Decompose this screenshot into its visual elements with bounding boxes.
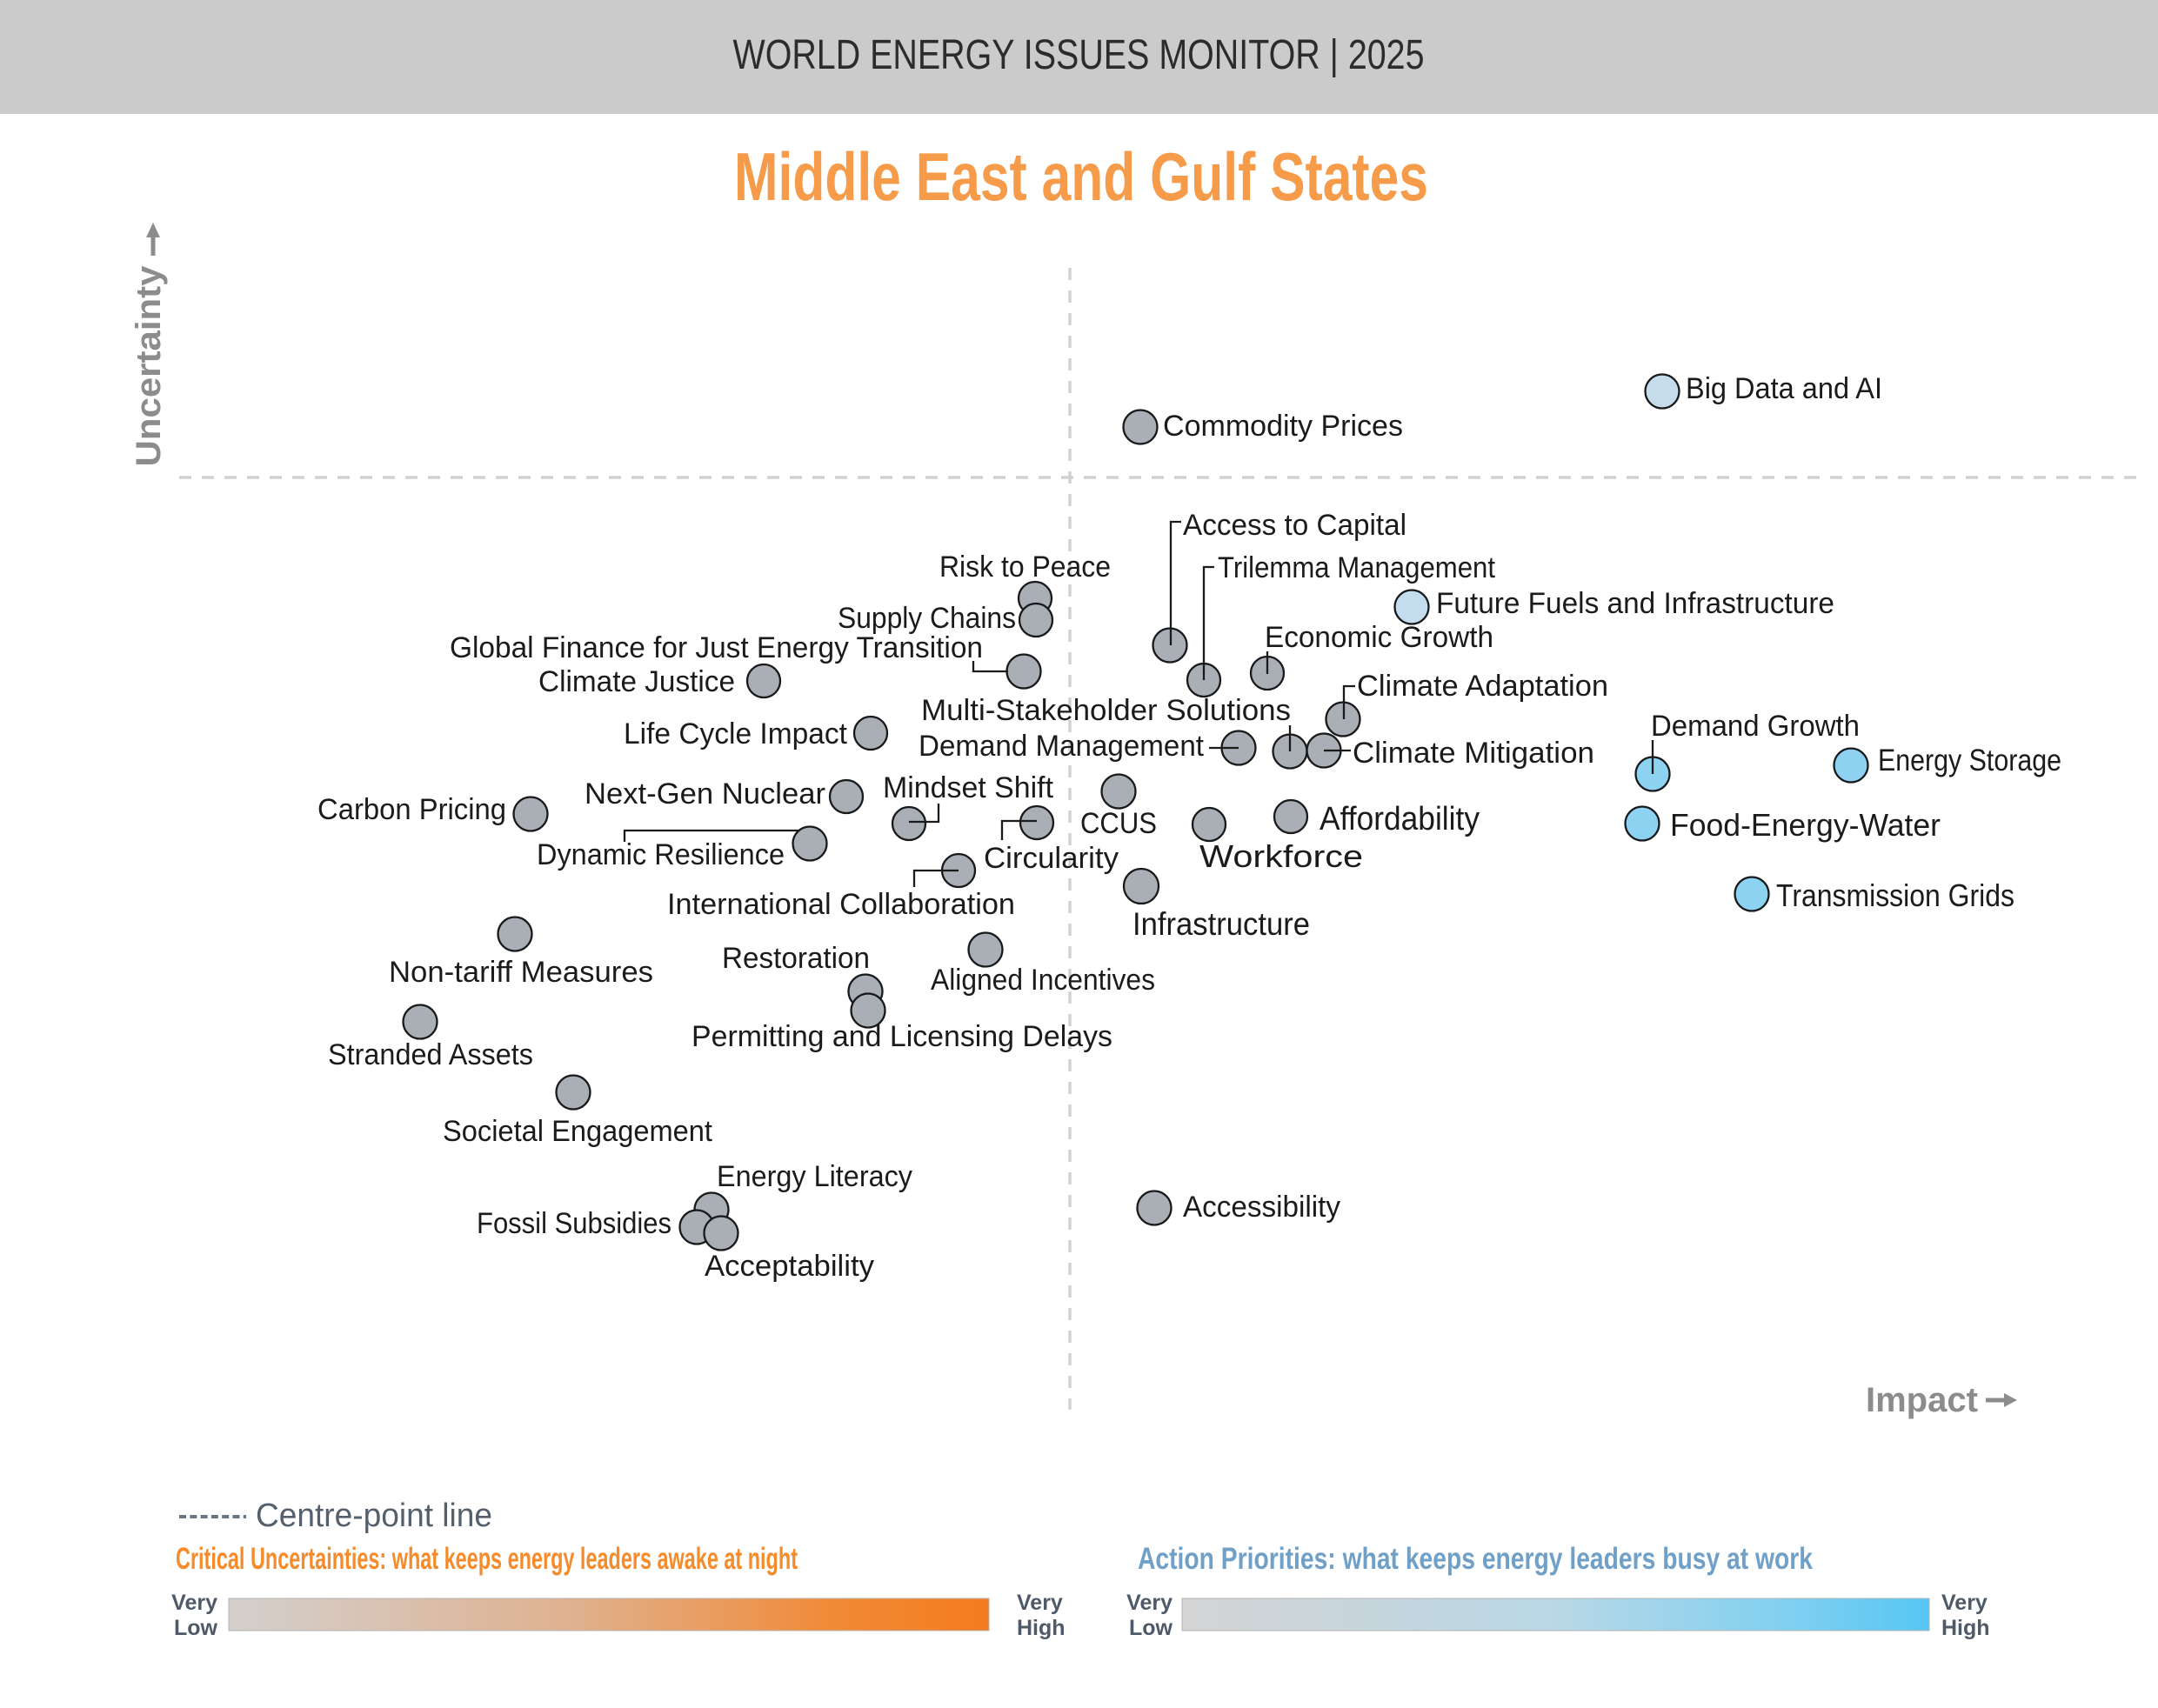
svg-text:Demand Management: Demand Management	[919, 730, 1205, 763]
svg-text:Impact: Impact	[1866, 1381, 1978, 1419]
svg-text:Mindset Shift: Mindset Shift	[883, 771, 1054, 804]
svg-text:Dynamic Resilience: Dynamic Resilience	[537, 838, 785, 871]
svg-text:Food-Energy-Water: Food-Energy-Water	[1670, 807, 1941, 843]
svg-text:High: High	[1941, 1616, 1990, 1640]
svg-text:Centre-point line: Centre-point line	[256, 1498, 492, 1534]
svg-text:Trilemma Management: Trilemma Management	[1218, 551, 1495, 584]
svg-text:Aligned Incentives: Aligned Incentives	[931, 964, 1155, 997]
svg-text:International Collaboration: International Collaboration	[667, 888, 1015, 921]
svg-text:Low: Low	[1129, 1616, 1173, 1640]
svg-text:Workforce: Workforce	[1199, 838, 1363, 874]
svg-text:Societal Engagement: Societal Engagement	[443, 1115, 713, 1148]
svg-text:Global Finance for Just Energy: Global Finance for Just Energy Transitio…	[450, 631, 983, 664]
svg-text:Demand Growth: Demand Growth	[1651, 710, 1860, 743]
svg-text:Infrastructure: Infrastructure	[1132, 906, 1310, 942]
svg-text:Acceptability: Acceptability	[705, 1250, 874, 1283]
svg-text:Middle East and Gulf States: Middle East and Gulf States	[734, 138, 1428, 215]
svg-text:Uncertainty: Uncertainty	[130, 265, 168, 467]
svg-text:Economic Growth: Economic Growth	[1265, 621, 1493, 654]
svg-text:Climate Adaptation: Climate Adaptation	[1357, 670, 1608, 703]
svg-text:Fossil Subsidies: Fossil Subsidies	[477, 1207, 671, 1240]
svg-text:Critical Uncertainties: what k: Critical Uncertainties: what keeps energ…	[176, 1542, 798, 1576]
svg-text:Next-Gen Nuclear: Next-Gen Nuclear	[585, 777, 825, 811]
svg-text:Action Priorities: what keeps: Action Priorities: what keeps energy lea…	[1138, 1542, 1813, 1576]
svg-text:Big Data and AI: Big Data and AI	[1686, 372, 1882, 405]
svg-text:WORLD ENERGY ISSUES MONITOR |: WORLD ENERGY ISSUES MONITOR | 2025	[733, 32, 1425, 78]
svg-text:Very: Very	[171, 1591, 217, 1615]
svg-text:Risk to Peace: Risk to Peace	[939, 550, 1111, 584]
svg-text:Carbon Pricing: Carbon Pricing	[317, 793, 506, 826]
svg-text:Restoration: Restoration	[722, 942, 870, 975]
svg-text:Stranded Assets: Stranded Assets	[328, 1038, 533, 1071]
svg-text:Permitting and Licensing Delay: Permitting and Licensing Delays	[691, 1020, 1112, 1053]
svg-text:Accessibility: Accessibility	[1183, 1191, 1340, 1224]
svg-text:Climate Mitigation: Climate Mitigation	[1353, 737, 1594, 770]
svg-text:Circularity: Circularity	[984, 842, 1119, 875]
svg-text:Supply Chains: Supply Chains	[838, 602, 1016, 635]
svg-text:Climate Justice: Climate Justice	[538, 665, 735, 698]
svg-text:Low: Low	[174, 1616, 218, 1640]
svg-text:Non-tariff Measures: Non-tariff Measures	[389, 956, 653, 989]
svg-text:Very: Very	[1941, 1591, 1988, 1615]
svg-text:Life Cycle Impact: Life Cycle Impact	[624, 717, 848, 751]
svg-text:Access to Capital: Access to Capital	[1183, 509, 1406, 542]
svg-text:High: High	[1017, 1616, 1066, 1640]
svg-text:Energy Literacy: Energy Literacy	[717, 1160, 912, 1193]
svg-text:Multi-Stakeholder Solutions: Multi-Stakeholder Solutions	[921, 694, 1291, 727]
svg-text:Future Fuels and Infrastructur: Future Fuels and Infrastructure	[1436, 587, 1834, 620]
svg-text:Affordability: Affordability	[1320, 801, 1480, 837]
svg-text:Transmission Grids: Transmission Grids	[1776, 877, 2014, 913]
svg-text:Commodity Prices: Commodity Prices	[1163, 410, 1403, 443]
svg-text:CCUS: CCUS	[1080, 807, 1157, 840]
svg-text:Very: Very	[1126, 1591, 1173, 1615]
svg-text:Energy Storage: Energy Storage	[1878, 744, 2061, 777]
svg-text:Very: Very	[1017, 1591, 1063, 1615]
